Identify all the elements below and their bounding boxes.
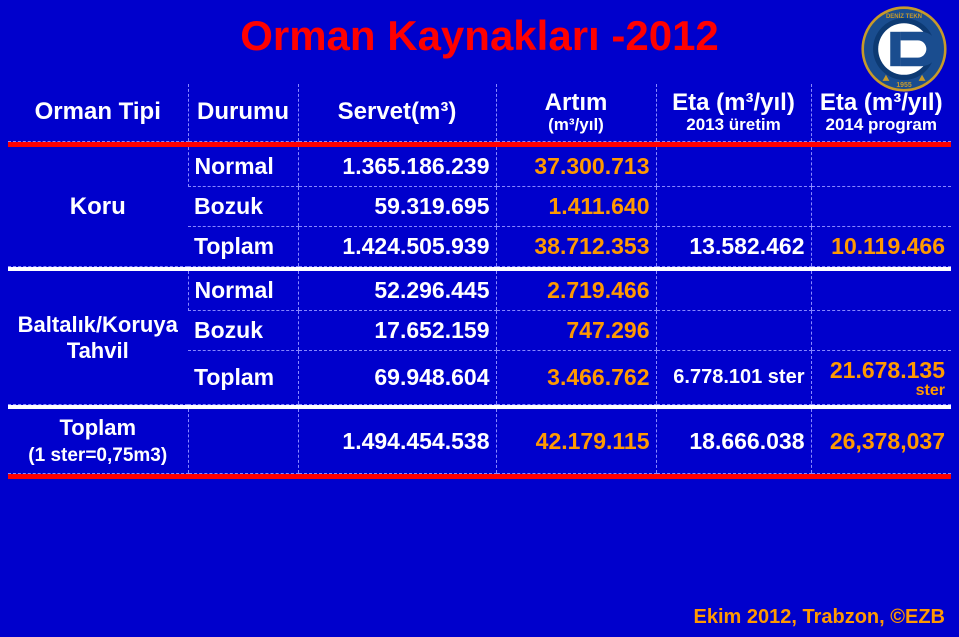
col-eta13-sub: 2013 üretim [663,116,805,135]
col-status: Durumu [188,84,298,142]
col-eta-2013: Eta (m³/yıl) 2013 üretim [656,84,811,142]
row-type: Bozuk [188,187,298,227]
cell-eta13 [656,271,811,311]
cell-servet: 52.296.445 [298,271,496,311]
table-row: Koru Normal 1.365.186.239 37.300.713 [8,147,951,187]
totals-type-blank [188,409,298,474]
slide-footer: Ekim 2012, Trabzon, ©EZB [694,606,945,629]
cell-eta14 [811,187,951,227]
row-type: Toplam [188,227,298,267]
forest-resources-table: Orman Tipi Durumu Servet(m³) Artım (m³/y… [8,84,951,479]
cell-eta13: 13.582.462 [656,227,811,267]
totals-eta14: 26,378,037 [811,409,951,474]
slide-title: Orman Kaynakları -2012 [0,12,959,60]
totals-name-l2: (1 ster=0,75m3) [28,445,167,466]
totals-name: Toplam (1 ster=0,75m3) [8,409,188,474]
cell-eta13: 6.778.101 ster [656,351,811,405]
cell-eta13 [656,187,811,227]
col-servet: Servet(m³) [298,84,496,142]
cell-servet: 1.365.186.239 [298,147,496,187]
row-type: Toplam [188,351,298,405]
cell-eta13 [656,147,811,187]
table-row: Baltalık/Koruya Tahvil Normal 52.296.445… [8,271,951,311]
cell-artim: 37.300.713 [496,147,656,187]
row-type: Normal [188,271,298,311]
cell-artim: 2.719.466 [496,271,656,311]
cell-eta14 [811,271,951,311]
totals-artim: 42.179.115 [496,409,656,474]
cell-eta14 [811,311,951,351]
cell-artim: 747.296 [496,311,656,351]
row-type: Bozuk [188,311,298,351]
cell-eta14 [811,147,951,187]
cell-artim: 38.712.353 [496,227,656,267]
cell-eta14: 21.678.135 ster [811,351,951,405]
cell-eta13 [656,311,811,351]
cell-eta14-value: 21.678.135 [830,357,945,383]
col-artim: Artım (m³/yıl) [496,84,656,142]
cell-eta14: 10.119.466 [811,227,951,267]
col-eta14-top: Eta (m³/yıl) [820,89,943,116]
group-name: Koru [8,147,188,267]
row-type: Normal [188,147,298,187]
col-forest-type: Orman Tipi [8,84,188,142]
col-artim-sub: (m³/yıl) [503,116,650,135]
totals-name-l1: Toplam [59,415,136,440]
col-artim-top: Artım [545,89,608,116]
col-eta13-top: Eta (m³/yıl) [672,89,795,116]
svg-text:DENİZ TEKN: DENİZ TEKN [886,13,922,20]
totals-eta13: 18.666.038 [656,409,811,474]
totals-row: Toplam (1 ster=0,75m3) 1.494.454.538 42.… [8,409,951,474]
cell-artim: 3.466.762 [496,351,656,405]
university-logo: DENİZ TEKN 1955 [861,6,947,92]
cell-servet: 69.948.604 [298,351,496,405]
cell-servet: 17.652.159 [298,311,496,351]
cell-eta14-suffix: ster [818,384,946,398]
header-row: Orman Tipi Durumu Servet(m³) Artım (m³/y… [8,84,951,142]
col-eta14-sub: 2014 program [818,116,946,135]
totals-servet: 1.494.454.538 [298,409,496,474]
col-eta-2014: Eta (m³/yıl) 2014 program [811,84,951,142]
cell-servet: 1.424.505.939 [298,227,496,267]
group-name: Baltalık/Koruya Tahvil [8,271,188,405]
cell-servet: 59.319.695 [298,187,496,227]
cell-artim: 1.411.640 [496,187,656,227]
